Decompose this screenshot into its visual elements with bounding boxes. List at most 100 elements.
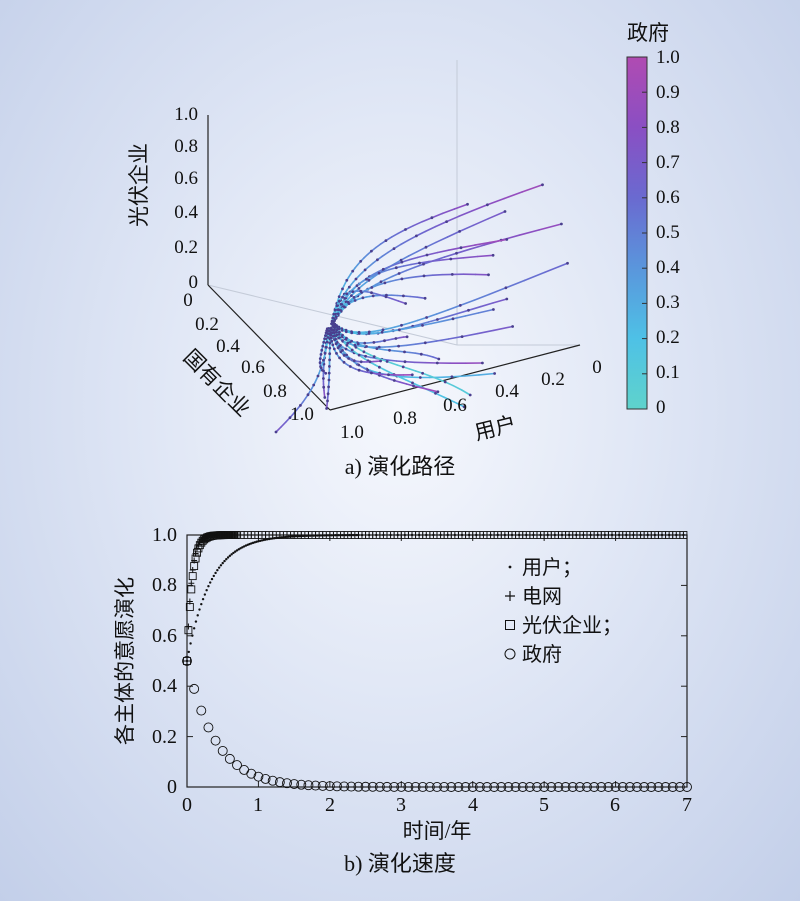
trajectory-point [384, 295, 388, 299]
trajectory-point [328, 358, 331, 362]
z-axis-label: 光伏企业 [127, 143, 151, 227]
trajectory-segment [455, 248, 471, 255]
data-point [193, 548, 201, 557]
data-point [253, 771, 264, 782]
data-point [296, 779, 307, 790]
colorbar-tick-label: 0.7 [656, 152, 680, 173]
data-point [210, 577, 214, 581]
data-point [410, 782, 421, 792]
data-point [403, 781, 414, 792]
trajectory-segment [503, 191, 524, 200]
trajectory-layer [274, 183, 569, 434]
trajectory-point [335, 304, 339, 308]
data-point [301, 532, 308, 538]
data-point [188, 572, 197, 581]
trajectory-segment [478, 372, 496, 376]
trajectory [331, 331, 496, 379]
trajectory-point [331, 343, 335, 347]
data-point [260, 773, 271, 784]
trajectory-segment [383, 268, 391, 273]
data-point [217, 745, 228, 756]
legend-item-grid: 电网 [505, 585, 562, 608]
trajectory-segment [486, 197, 505, 206]
data-point [503, 782, 514, 792]
trajectory-point [392, 379, 396, 382]
data-point [284, 535, 287, 539]
data-point [409, 532, 415, 538]
trajectory-point [341, 295, 344, 299]
data-point [589, 782, 600, 792]
data-point [616, 532, 623, 538]
trajectory-point [380, 330, 384, 334]
trajectory-segment [467, 305, 482, 312]
trajectory [274, 328, 331, 434]
trajectory-segment [424, 340, 438, 344]
trajectory [331, 253, 495, 324]
data-point [603, 782, 614, 792]
y-tick-label: 0 [183, 290, 193, 311]
data-point [480, 532, 487, 538]
data-point [637, 532, 644, 538]
data-point [185, 603, 194, 611]
data-point [192, 627, 196, 630]
trajectory-point [376, 258, 379, 262]
data-point [203, 722, 214, 733]
data-point [387, 532, 394, 538]
trajectory-point [356, 342, 360, 346]
data-point [651, 532, 658, 538]
trajectory-point [353, 299, 357, 302]
trajectory-segment [426, 251, 439, 256]
data-point [221, 561, 224, 565]
trajectory-point [324, 334, 327, 337]
trajectory-segment [385, 275, 394, 281]
trajectory-point [367, 278, 371, 282]
y-tick-label: 0.2 [195, 314, 219, 335]
trajectory-segment [447, 335, 463, 340]
trajectory-segment [451, 375, 466, 378]
data-point [601, 532, 608, 538]
colorbar-tick-label: 0.2 [656, 327, 680, 348]
data-point [516, 532, 523, 538]
trajectory-point [351, 269, 355, 273]
trajectory-segment [434, 392, 446, 399]
trajectory-point [404, 302, 407, 305]
trajectory-point [322, 369, 325, 373]
data-point [417, 782, 428, 792]
data-point [234, 550, 237, 553]
trajectory-segment [367, 262, 374, 268]
trajectory-point [335, 328, 339, 332]
data-point [217, 566, 221, 569]
trajectory-segment [473, 241, 491, 246]
trajectory-point [450, 375, 454, 379]
data-point [219, 564, 223, 567]
trajectory-point [359, 259, 363, 263]
trajectory-segment [458, 209, 474, 218]
trajectory-point [418, 376, 422, 379]
data-point [509, 532, 515, 538]
trajectory-point [430, 216, 434, 220]
data-point [241, 546, 244, 549]
trajectory-point [342, 354, 346, 357]
trajectory-segment [472, 217, 490, 227]
trajectory-point [340, 329, 344, 332]
trajectory-point [329, 336, 333, 340]
data-point [330, 532, 337, 538]
trajectory-point [338, 356, 341, 360]
trajectory-point [327, 332, 330, 336]
data-point [679, 531, 688, 539]
trajectory-point [338, 330, 341, 334]
trajectory-point [330, 322, 333, 326]
trajectory-segment [436, 315, 448, 321]
legend-marker-square [505, 620, 515, 630]
trajectory-segment [441, 317, 454, 323]
trajectory-point [353, 343, 357, 347]
trajectory-point [403, 360, 407, 364]
trajectory-point [404, 228, 407, 231]
trajectory-segment [399, 381, 408, 385]
data-point [559, 532, 565, 538]
trajectory-point [419, 352, 423, 356]
data-point [666, 532, 673, 538]
trajectory-segment [387, 326, 396, 330]
x-tick-label: 0.2 [541, 369, 565, 390]
